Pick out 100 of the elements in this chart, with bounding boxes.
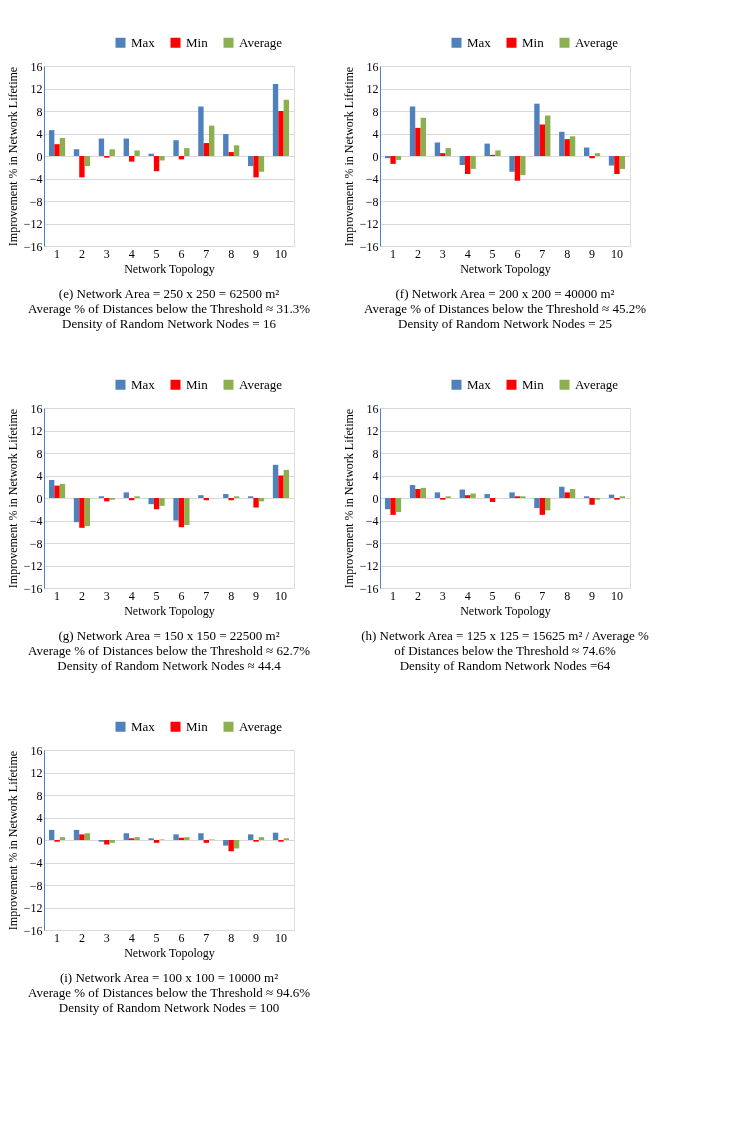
x-tick-label: 5 — [153, 930, 160, 945]
bar — [470, 493, 476, 498]
bar — [594, 153, 601, 156]
bar — [159, 498, 165, 506]
x-tick-label: 2 — [414, 246, 421, 261]
bar — [233, 145, 240, 156]
y-tick-label: 0 — [372, 149, 379, 164]
y-tick-label: −4 — [365, 172, 379, 186]
y-tick-label: −8 — [29, 878, 43, 893]
bar — [420, 117, 427, 156]
x-tick-label: 7 — [203, 930, 210, 945]
bar — [54, 144, 60, 156]
y-tick-label: 0 — [372, 491, 379, 506]
x-tick-label: 8 — [228, 930, 235, 945]
x-tick-label: 10 — [610, 588, 623, 603]
bar — [54, 485, 60, 498]
bar — [79, 156, 85, 178]
x-tick-label: 9 — [253, 246, 260, 261]
legend-label: Max — [131, 34, 156, 50]
x-tick-label: 1 — [54, 588, 61, 603]
y-tick-label: 0 — [36, 149, 43, 164]
bar — [178, 498, 185, 528]
x-tick-label: 5 — [153, 246, 160, 261]
y-tick-label: −12 — [23, 901, 43, 915]
y-axis-title: Improvement % in Network Lifetime — [341, 408, 356, 589]
x-tick-label: 1 — [54, 930, 61, 945]
bar — [384, 498, 391, 510]
text: Average % of Distances below the Threshold ≈ 94.6% — [27, 985, 311, 1000]
legend-label: Min — [522, 34, 545, 50]
legend-label: Min — [186, 718, 209, 734]
x-tick-label: 6 — [514, 588, 521, 603]
bar — [589, 156, 595, 159]
legend-label: Max — [131, 718, 156, 734]
bar — [173, 140, 179, 156]
y-tick-label: −4 — [365, 514, 379, 528]
y-tick-label: 16 — [30, 743, 43, 758]
legend-label: Min — [522, 376, 545, 392]
y-tick-label: −16 — [359, 239, 379, 254]
x-axis-title: Network Topology — [124, 945, 215, 960]
x-tick-label: 9 — [589, 246, 596, 261]
legend-label: Max — [131, 376, 156, 392]
bar — [272, 84, 279, 156]
x-axis-title: Network Topology — [460, 261, 551, 276]
y-tick-label: −8 — [365, 536, 379, 551]
bar — [445, 148, 451, 156]
bar — [484, 494, 490, 498]
text: (h) Network Area = 125 x 125 = 15625 m² / Average % — [361, 628, 649, 643]
y-tick-label: −16 — [23, 239, 43, 254]
legend-label: Min — [186, 376, 209, 392]
bar — [464, 156, 471, 174]
bar — [73, 498, 80, 523]
bar — [159, 156, 165, 161]
y-tick-label: 8 — [372, 446, 379, 461]
bar — [84, 156, 91, 167]
x-tick-label: 7 — [539, 588, 546, 603]
y-tick-label: −16 — [23, 923, 43, 938]
y-tick-label: −12 — [23, 559, 43, 573]
y-tick-label: 16 — [366, 59, 379, 74]
x-tick-label: 1 — [390, 588, 397, 603]
y-tick-label: −16 — [359, 581, 379, 596]
bar — [395, 498, 402, 513]
legend-label: Max — [467, 34, 492, 50]
text: Density of Random Network Nodes = 100 — [58, 1000, 280, 1015]
x-tick-label: 3 — [103, 588, 110, 603]
x-tick-label: 4 — [464, 246, 471, 261]
y-tick-label: 8 — [36, 446, 43, 461]
bar — [484, 143, 490, 156]
x-tick-label: 7 — [539, 246, 546, 261]
bar — [534, 498, 540, 509]
bar — [509, 492, 515, 498]
bar — [283, 469, 290, 498]
x-tick-label: 9 — [253, 930, 260, 945]
bar — [495, 150, 501, 156]
bar — [209, 125, 215, 156]
bar — [569, 489, 576, 498]
x-tick-label: 1 — [54, 246, 61, 261]
bar — [153, 156, 160, 172]
bar — [434, 492, 441, 498]
y-tick-label: 16 — [30, 401, 43, 416]
x-tick-label: 6 — [178, 246, 185, 261]
x-tick-label: 1 — [390, 246, 397, 261]
bar — [272, 464, 279, 498]
x-tick-label: 5 — [153, 588, 160, 603]
bar — [184, 498, 190, 525]
bar — [228, 152, 234, 156]
bar — [409, 106, 416, 156]
y-tick-label: 16 — [30, 59, 43, 74]
bar — [203, 143, 210, 156]
text: of Distances below the Threshold ≈ 74.6% — [394, 643, 617, 658]
bar — [153, 498, 160, 510]
bar — [198, 495, 204, 498]
bar — [73, 149, 80, 156]
text: (g) Network Area = 150 x 150 = 22500 m² — [58, 628, 280, 643]
bar — [104, 498, 110, 502]
y-tick-label: 4 — [36, 811, 43, 825]
bar — [459, 156, 465, 165]
legend-label: Max — [467, 376, 492, 392]
y-tick-label: 8 — [372, 104, 379, 119]
bar — [564, 139, 570, 156]
bar — [395, 156, 402, 160]
